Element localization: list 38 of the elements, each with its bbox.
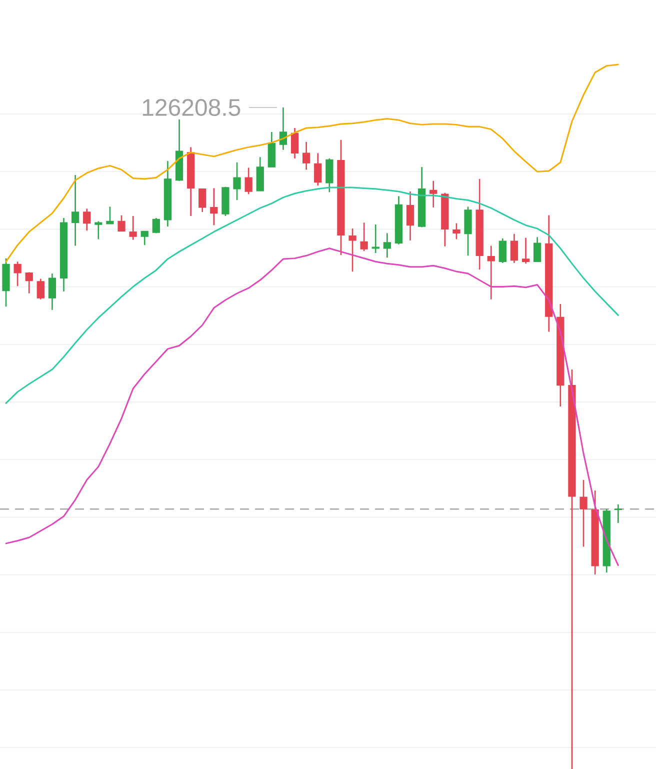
candlestick [71, 174, 80, 246]
candlestick [94, 220, 102, 240]
candlestick [498, 238, 506, 264]
candlestick [48, 272, 56, 311]
candlestick [106, 206, 114, 225]
candlestick [14, 260, 22, 287]
candlestick [464, 206, 472, 256]
candlestick [580, 479, 588, 548]
candlestick [118, 214, 126, 232]
candlestick [140, 230, 148, 246]
candlestick [372, 224, 380, 254]
candlestick [452, 222, 460, 240]
candlestick [430, 180, 438, 208]
candlestick [198, 188, 206, 213]
candlestick [290, 127, 299, 160]
candlestick [510, 233, 518, 264]
candlestick [314, 152, 322, 186]
candlestick [406, 190, 414, 242]
candlestick [360, 222, 368, 252]
candlestick [383, 232, 391, 258]
candlestick [83, 208, 91, 232]
candlestick [348, 228, 356, 272]
candlestick [326, 158, 334, 193]
candlestick [302, 141, 310, 170]
candlestick [25, 272, 33, 294]
candlestick [256, 156, 264, 192]
candlestick [244, 167, 252, 195]
candlestick [233, 162, 241, 201]
candlestick [533, 236, 542, 262]
candlestick [487, 245, 495, 300]
annotation: 126208.5 [142, 98, 240, 116]
candlestick [268, 131, 276, 168]
candlestick [129, 215, 137, 240]
candlestick [522, 237, 530, 264]
candlestick [152, 217, 160, 234]
candlestick [614, 504, 622, 524]
candlestick [210, 188, 218, 226]
candlestick [36, 278, 44, 300]
